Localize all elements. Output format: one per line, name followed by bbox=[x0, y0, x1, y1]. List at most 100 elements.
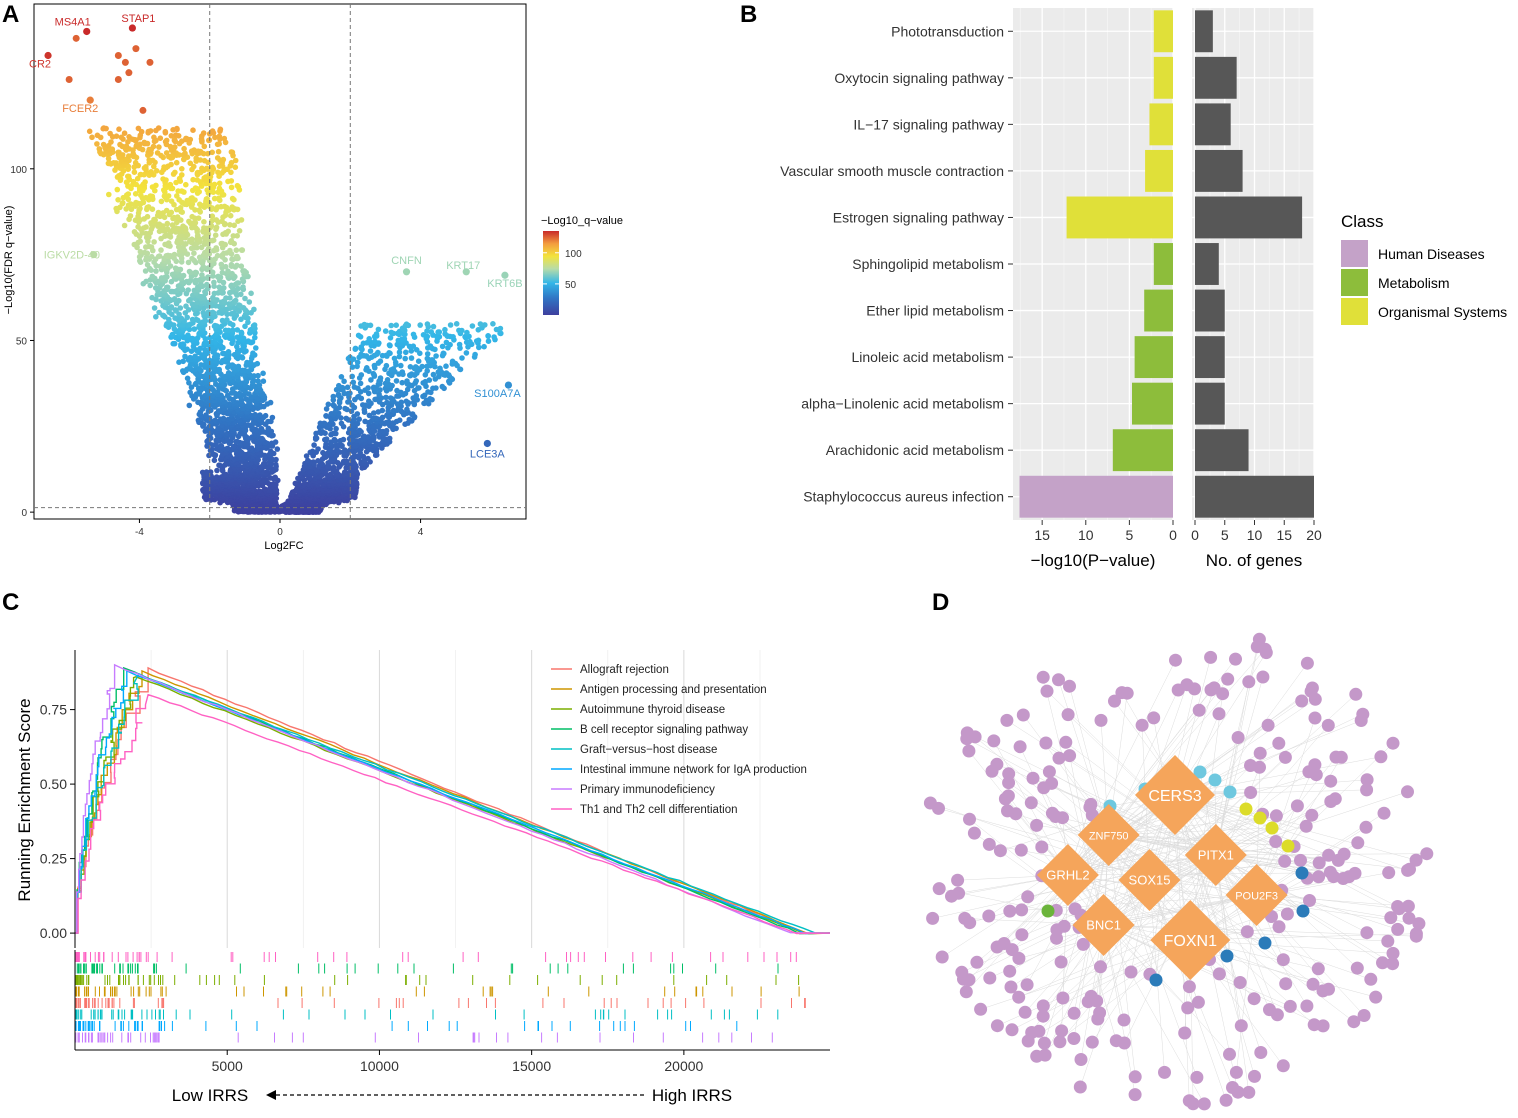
volcano-point bbox=[238, 291, 244, 298]
volcano-point bbox=[160, 176, 166, 182]
volcano-point bbox=[94, 132, 101, 139]
kegg-pvalue-bar bbox=[1145, 149, 1173, 192]
volcano-point bbox=[366, 398, 372, 405]
kegg-xtick-label: 5 bbox=[1221, 527, 1229, 543]
volcano-point bbox=[187, 389, 193, 396]
volcano-point bbox=[154, 150, 161, 156]
volcano-point bbox=[456, 327, 462, 334]
volcano-point bbox=[427, 396, 433, 402]
volcano-point bbox=[412, 364, 419, 370]
volcano-point bbox=[250, 350, 256, 357]
volcano-point bbox=[254, 360, 261, 367]
volcano-point bbox=[219, 240, 226, 247]
volcano-point bbox=[361, 321, 368, 328]
volcano-point bbox=[186, 268, 193, 275]
volcano-point bbox=[416, 385, 422, 391]
volcano-point bbox=[205, 309, 212, 315]
volcano-point bbox=[164, 220, 171, 227]
kegg-category-label: Estrogen signaling pathway bbox=[833, 209, 1004, 225]
volcano-point bbox=[149, 294, 155, 301]
legend-label: Metabolism bbox=[1378, 275, 1450, 291]
volcano-point bbox=[236, 228, 243, 234]
volcano-point bbox=[415, 358, 422, 365]
kegg-pvalue-bar bbox=[1066, 196, 1173, 239]
kegg-pvalue-bar bbox=[1153, 243, 1173, 285]
volcano-point bbox=[146, 58, 154, 66]
volcano-point-label: STAP1 bbox=[121, 13, 155, 25]
volcano-point bbox=[232, 297, 239, 304]
volcano-point bbox=[330, 464, 337, 471]
volcano-point bbox=[443, 339, 450, 346]
volcano-point bbox=[144, 262, 151, 268]
volcano-point bbox=[366, 336, 373, 342]
volcano-point bbox=[158, 198, 165, 205]
volcano-point bbox=[358, 351, 364, 358]
volcano-point bbox=[410, 343, 417, 350]
volcano-point bbox=[153, 182, 159, 189]
volcano-point bbox=[234, 182, 241, 189]
volcano-point bbox=[174, 214, 181, 220]
volcano-point bbox=[132, 159, 139, 166]
volcano-point bbox=[156, 253, 163, 259]
kegg-category-label: IL−17 signaling pathway bbox=[853, 116, 1004, 132]
volcano-point bbox=[218, 261, 225, 268]
volcano-point bbox=[336, 382, 342, 389]
volcano-point bbox=[171, 251, 178, 258]
volcano-point bbox=[185, 287, 191, 293]
volcano-point bbox=[234, 262, 240, 269]
volcano-point-label: KRT17 bbox=[446, 260, 480, 272]
kegg-category-label: Vascular smooth muscle contraction bbox=[780, 163, 1004, 179]
volcano-point bbox=[182, 150, 188, 157]
volcano-point bbox=[199, 165, 205, 172]
volcano-point bbox=[229, 362, 236, 368]
kegg-category-label: Sphingolipid metabolism bbox=[852, 256, 1004, 272]
volcano-point bbox=[96, 146, 103, 152]
volcano-point bbox=[385, 419, 392, 425]
kegg-genes-bar bbox=[1195, 336, 1225, 379]
volcano-point bbox=[163, 150, 170, 156]
volcano-point bbox=[215, 169, 221, 176]
volcano-point bbox=[227, 247, 233, 254]
volcano-point bbox=[475, 337, 482, 344]
volcano-point bbox=[204, 281, 210, 288]
volcano-point bbox=[234, 327, 241, 333]
volcano-point bbox=[477, 321, 484, 327]
volcano-point bbox=[227, 222, 233, 228]
volcano-point bbox=[163, 207, 170, 214]
volcano-point-label: FCER2 bbox=[62, 103, 98, 115]
volcano-point bbox=[388, 329, 395, 336]
volcano-point bbox=[216, 133, 223, 140]
volcano-point bbox=[355, 393, 362, 400]
volcano-point bbox=[221, 135, 228, 142]
volcano-point bbox=[173, 132, 179, 138]
volcano-point bbox=[398, 399, 405, 406]
volcano-point bbox=[410, 331, 417, 338]
volcano-point bbox=[168, 198, 175, 204]
volcano-point-label: LCE3A bbox=[470, 448, 506, 460]
volcano-point bbox=[89, 134, 95, 141]
kegg-genes-bar bbox=[1195, 149, 1243, 192]
volcano-point bbox=[365, 385, 371, 391]
volcano-point bbox=[148, 253, 155, 260]
volcano-ytick-label: 0 bbox=[21, 508, 27, 519]
volcano-point bbox=[101, 125, 107, 131]
volcano-point bbox=[377, 358, 384, 365]
volcano-point bbox=[171, 296, 178, 302]
kegg-genes-bar bbox=[1195, 289, 1225, 332]
volcano-point-label: S100A7A bbox=[474, 388, 521, 400]
volcano-point bbox=[172, 169, 178, 176]
volcano-point bbox=[217, 126, 224, 133]
volcano-point bbox=[228, 149, 235, 155]
volcano-point bbox=[234, 253, 240, 260]
volcano-point bbox=[220, 156, 227, 163]
volcano-point bbox=[404, 406, 410, 413]
colorbar-tick-label: 50 bbox=[565, 280, 577, 291]
volcano-xtick-label: -4 bbox=[135, 527, 144, 538]
volcano-point bbox=[228, 238, 235, 244]
volcano-point bbox=[267, 399, 274, 406]
volcano-point bbox=[424, 321, 431, 327]
volcano-point bbox=[180, 223, 186, 229]
volcano-point bbox=[373, 415, 379, 422]
